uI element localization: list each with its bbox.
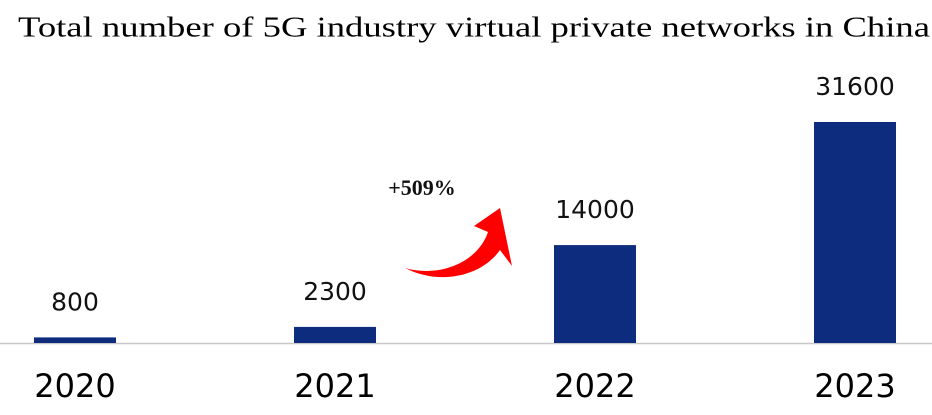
value-label: 2300 <box>303 277 367 306</box>
value-label: 31600 <box>815 72 895 101</box>
x-tick-label: 2020 <box>34 367 115 405</box>
chart-title: Total number of 5G industry virtual priv… <box>18 12 930 44</box>
x-tick-label: 2022 <box>554 367 635 405</box>
x-tick-label: 2023 <box>814 367 895 405</box>
bar <box>554 245 636 343</box>
annotation: +509% <box>388 175 456 200</box>
value-label: 14000 <box>555 195 635 224</box>
bar <box>294 326 376 343</box>
value-label: 800 <box>51 287 99 316</box>
x-tick-label: 2021 <box>294 367 375 405</box>
bar <box>814 122 896 343</box>
growth-arrow <box>405 208 512 278</box>
bar <box>34 337 116 343</box>
